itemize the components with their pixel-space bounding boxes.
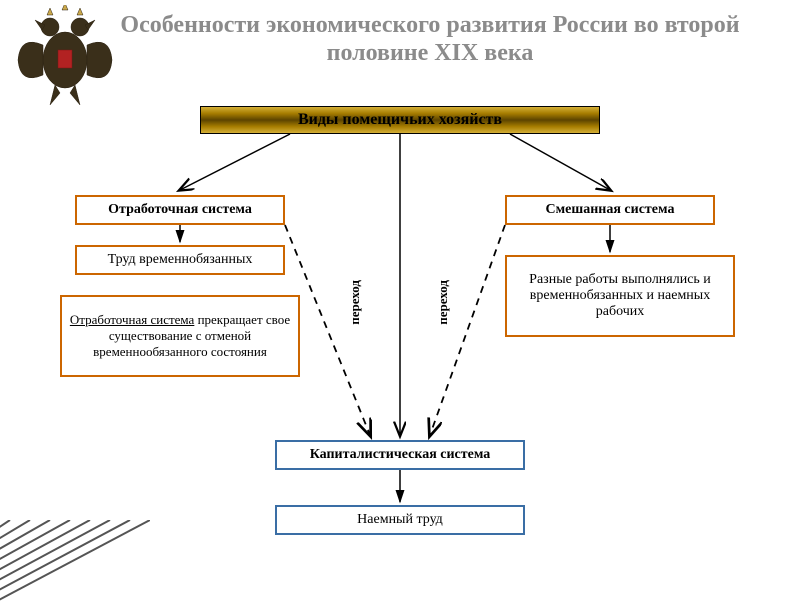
box-otrabotochnaya-end: Отработочная система прекращает свое сущ…: [60, 295, 300, 377]
corner-decoration: [0, 520, 150, 610]
imperial-emblem: [10, 5, 120, 110]
box-kapitalisticheskaya: Капиталистическая система: [275, 440, 525, 470]
transition-label-left: переход: [347, 280, 363, 325]
slide-title: Особенности экономического развития Росс…: [0, 0, 800, 75]
transition-label-right: переход: [435, 280, 451, 325]
box-smeshannaya: Смешанная система: [505, 195, 715, 225]
box-naemny-trud: Наемный труд: [275, 505, 525, 535]
box-otrabotochnaya: Отработочная система: [75, 195, 285, 225]
banner-heading: Виды помещичьих хозяйств: [200, 106, 600, 134]
box-raznye-raboty: Разные работы выполнялись и временнобяза…: [505, 255, 735, 337]
box-left3-underlined: Отработочная система: [70, 312, 194, 327]
box-trud-vremenno: Труд временнобязанных: [75, 245, 285, 275]
